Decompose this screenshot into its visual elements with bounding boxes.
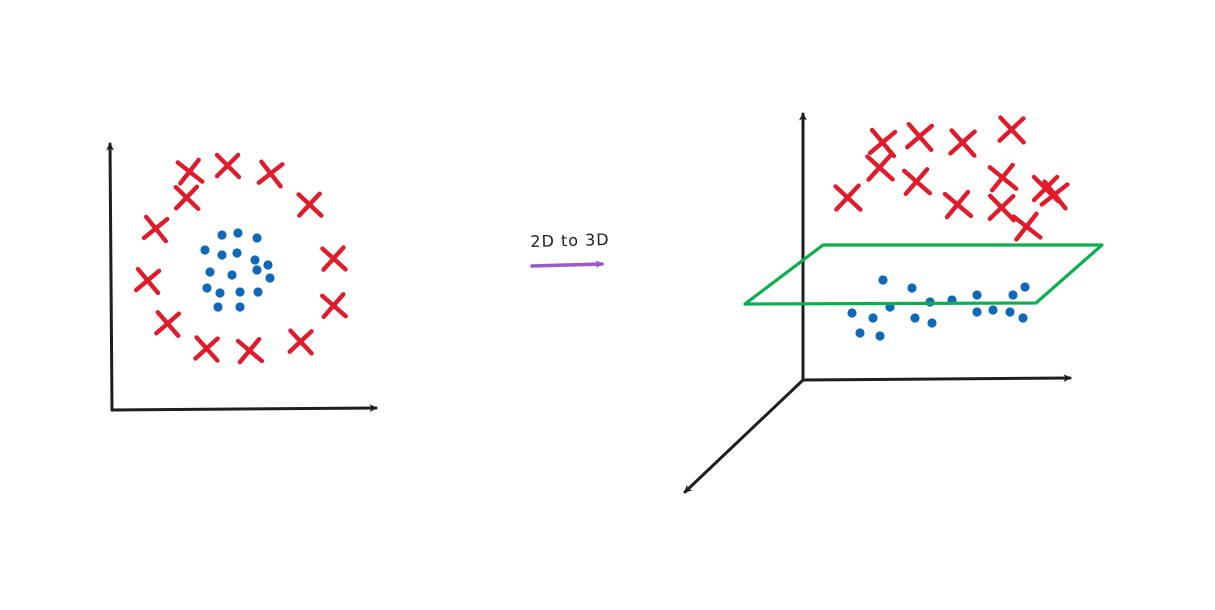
left-class-dot — [205, 267, 215, 277]
left-class-x-mark — [173, 184, 201, 212]
right-class-dot — [1005, 307, 1015, 317]
right-class-dot — [972, 290, 982, 300]
right-class-dot — [972, 307, 982, 317]
right-class-dot — [878, 275, 888, 285]
separating-plane — [743, 243, 1104, 306]
right-class-x-mark — [997, 115, 1026, 145]
left-2d-plot — [106, 142, 378, 413]
right-3d-plot — [683, 112, 1104, 494]
right-class-dot — [868, 313, 878, 323]
left-class-x-mark — [320, 292, 348, 320]
right-class-x-mark — [942, 189, 974, 220]
right-class-x-mark — [987, 193, 1016, 223]
transition-arrow — [530, 260, 604, 269]
left-class-x-mark — [214, 152, 242, 180]
left-class-dot — [263, 260, 273, 270]
right-class-x-mark — [987, 162, 1019, 193]
right-z-axis — [683, 378, 805, 494]
right-class-x-mark — [901, 167, 933, 197]
left-class-dot — [235, 287, 245, 297]
left-class-dot — [253, 287, 263, 297]
left-class-dot — [200, 245, 210, 255]
right-class-x-mark — [948, 128, 977, 158]
right-class-dot — [875, 331, 885, 341]
right-x-axis — [801, 374, 1072, 383]
transition-arrow-group — [530, 260, 604, 269]
left-class-dot — [252, 265, 262, 275]
left-class-dot — [227, 270, 237, 280]
left-class-x-mark — [320, 245, 348, 272]
right-class-dot — [1018, 313, 1028, 323]
right-class-dot — [1020, 282, 1030, 292]
right-class-dot — [907, 283, 917, 293]
left-class-dot — [265, 273, 275, 283]
right-class-x-mark — [1011, 211, 1043, 242]
right-class-x-mark — [905, 121, 935, 153]
right-class-dot — [847, 308, 857, 318]
left-class-x-mark — [154, 310, 182, 338]
left-class-dot — [217, 250, 227, 260]
right-class-dot — [927, 318, 937, 328]
left-class-x-mark — [133, 266, 162, 296]
left-class-dot — [250, 255, 260, 265]
right-class-x-mark — [1039, 179, 1070, 211]
left-class-dot — [235, 302, 245, 312]
left-class-dot — [233, 228, 243, 238]
left-class-x-mark — [175, 157, 205, 186]
left-class-dot — [215, 288, 225, 298]
left-class-x-mark — [296, 191, 324, 218]
left-class-x-mark — [287, 328, 314, 356]
right-class-x-mark — [833, 183, 863, 212]
left-class-dot — [232, 248, 242, 258]
left-class-dot — [217, 230, 227, 240]
right-class-x-mark — [867, 127, 898, 159]
left-class-x-mark — [256, 159, 285, 189]
left-class-x-mark — [235, 336, 265, 365]
right-class-x-mark — [865, 153, 895, 182]
right-class-dot — [1008, 290, 1018, 300]
left-class-dot — [202, 283, 212, 293]
transition-label: 2D to 3D — [530, 229, 610, 252]
left-class-x-mark — [141, 214, 170, 244]
left-class-x-mark — [193, 335, 220, 363]
right-class-dot — [988, 305, 998, 315]
left-y-axis — [106, 142, 115, 412]
right-class-dot — [855, 328, 865, 338]
left-class-dot — [213, 302, 223, 312]
left-class-dot — [252, 233, 262, 243]
left-x-axis — [110, 404, 378, 413]
right-class-dot — [910, 313, 920, 323]
